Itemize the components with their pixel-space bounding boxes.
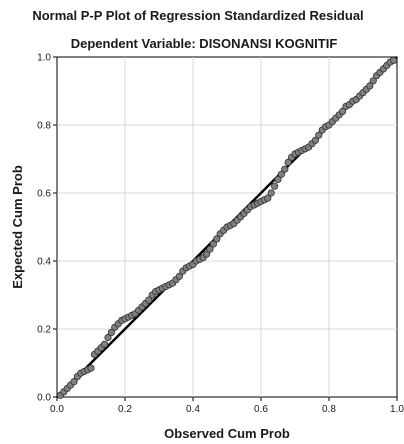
y-tick-label: 0.8 bbox=[37, 121, 51, 132]
data-point bbox=[369, 77, 377, 85]
data-point bbox=[315, 131, 323, 139]
data-point bbox=[107, 328, 116, 336]
x-tick-label: 0.2 bbox=[118, 404, 132, 415]
chart-title: Normal P-P Plot of Regression Standardiz… bbox=[32, 8, 363, 23]
data-point bbox=[203, 250, 211, 258]
y-tick-label: 0.4 bbox=[37, 257, 51, 268]
data-point bbox=[101, 340, 109, 348]
data-point bbox=[213, 235, 221, 243]
data-point bbox=[281, 165, 289, 173]
chart-subtitle: Dependent Variable: DISONANSI KOGNITIF bbox=[71, 36, 338, 51]
data-point bbox=[70, 378, 78, 386]
x-axis-label: Observed Cum Prob bbox=[164, 426, 290, 441]
data-points bbox=[56, 56, 398, 399]
data-point bbox=[366, 82, 374, 90]
axis-ticks: 0.0 0.2 0.4 0.6 0.8 1.0 0.0 0.2 0.4 0.6 0.8 1.0 bbox=[37, 53, 404, 416]
x-tick-label: 1.0 bbox=[390, 404, 404, 415]
data-point bbox=[338, 107, 347, 116]
data-point bbox=[270, 182, 279, 190]
data-point bbox=[311, 136, 319, 144]
y-tick-label: 0.2 bbox=[37, 325, 51, 336]
y-tick-label: 0.0 bbox=[37, 393, 51, 404]
data-point bbox=[274, 175, 282, 183]
data-point bbox=[145, 296, 153, 304]
x-tick-label: 0.0 bbox=[50, 404, 64, 415]
x-tick-label: 0.6 bbox=[254, 404, 268, 415]
y-tick-label: 0.6 bbox=[37, 189, 51, 200]
x-tick-label: 0.4 bbox=[186, 404, 200, 415]
data-point bbox=[209, 240, 217, 248]
data-point bbox=[175, 272, 183, 280]
data-point bbox=[206, 245, 214, 253]
data-point bbox=[104, 333, 112, 342]
data-point bbox=[87, 364, 95, 372]
y-tick-label: 1.0 bbox=[37, 53, 51, 64]
data-point bbox=[264, 194, 272, 202]
data-point bbox=[277, 170, 285, 178]
y-axis-label: Expected Cum Prob bbox=[10, 165, 25, 289]
data-point bbox=[267, 189, 275, 197]
x-tick-label: 0.8 bbox=[322, 404, 336, 415]
data-point bbox=[389, 56, 398, 65]
data-point bbox=[284, 158, 292, 166]
